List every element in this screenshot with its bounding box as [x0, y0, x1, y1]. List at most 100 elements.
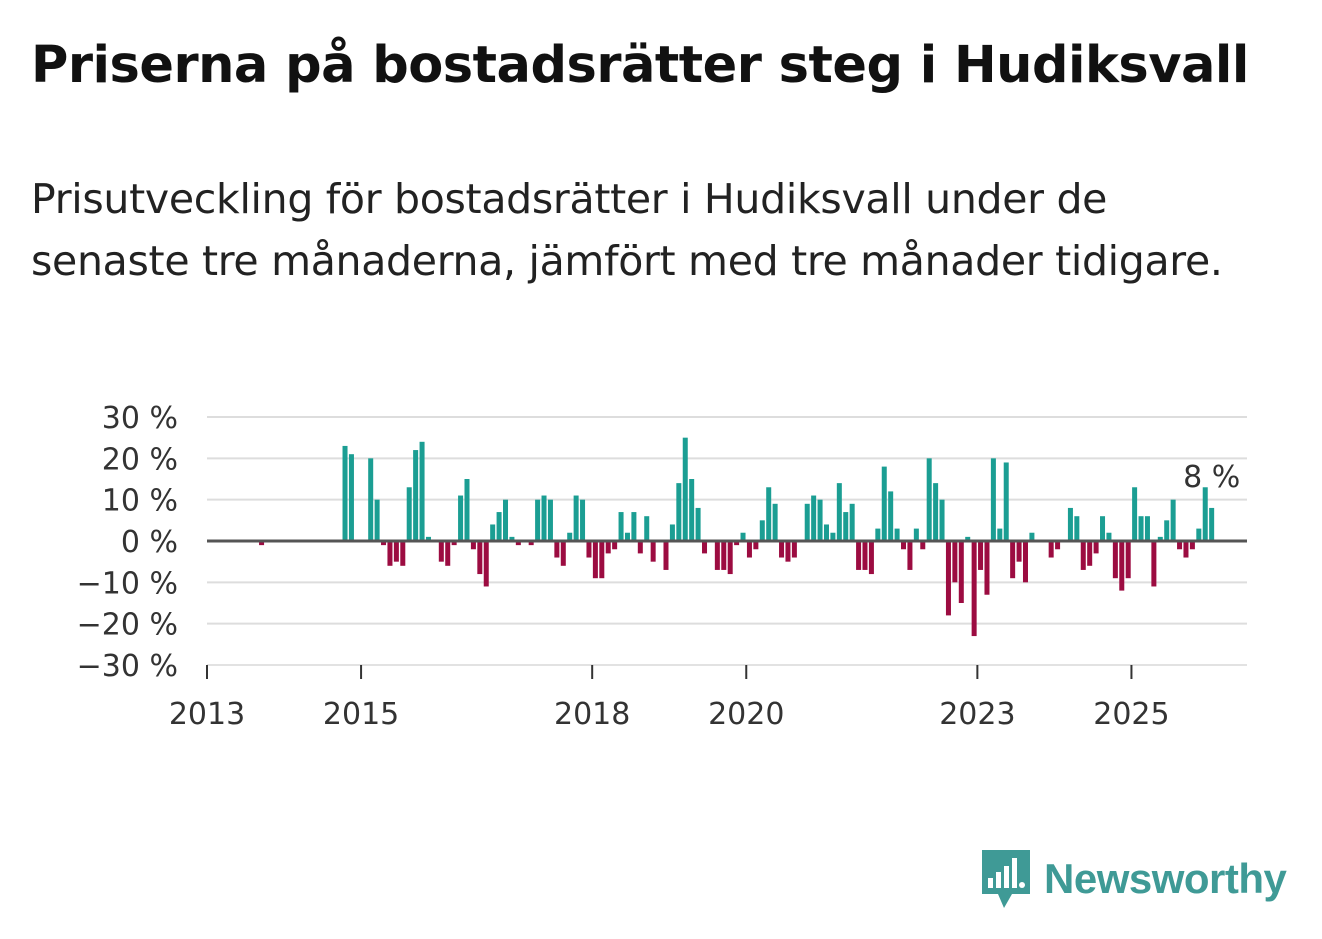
bar — [547, 499, 553, 541]
bar-layer — [259, 437, 1215, 637]
bar — [644, 516, 650, 541]
bar — [766, 487, 772, 541]
bar — [1106, 532, 1112, 541]
bar — [804, 503, 810, 541]
bar — [368, 458, 374, 541]
bar — [458, 495, 464, 541]
x-tick-label: 2020 — [708, 697, 784, 732]
bar — [554, 541, 560, 558]
bar — [535, 499, 541, 541]
last-value-label: 8 % — [1183, 460, 1240, 495]
y-tick-label: 20 % — [102, 442, 178, 477]
bar — [888, 491, 894, 541]
bar — [406, 487, 412, 541]
bar — [1151, 541, 1157, 587]
bar — [419, 441, 425, 541]
bar — [779, 541, 785, 558]
bar — [785, 541, 791, 562]
bar — [849, 503, 855, 541]
bar — [342, 445, 348, 541]
bar — [1048, 541, 1054, 558]
bar — [823, 524, 829, 541]
bar — [470, 541, 476, 550]
bar — [618, 512, 624, 541]
x-tick-label: 2015 — [323, 697, 399, 732]
bar — [348, 454, 354, 541]
bar — [689, 479, 695, 541]
bar — [612, 541, 618, 550]
bar — [496, 512, 502, 541]
bar — [965, 536, 971, 541]
bar — [727, 541, 733, 575]
bar — [830, 532, 836, 541]
bar — [1144, 516, 1150, 541]
bar — [1138, 516, 1144, 541]
bar — [1080, 541, 1086, 570]
bar — [451, 541, 457, 546]
bar — [503, 499, 509, 541]
bar — [1112, 541, 1118, 579]
bar — [413, 450, 419, 541]
bar — [1119, 541, 1125, 591]
bar — [1093, 541, 1099, 554]
bar — [702, 541, 708, 554]
bar — [926, 458, 932, 541]
bar — [381, 541, 387, 546]
bar — [400, 541, 406, 566]
bar — [714, 541, 720, 570]
bar — [817, 499, 823, 541]
bar — [753, 541, 759, 550]
x-tick-label: 2025 — [1093, 697, 1169, 732]
bar — [1029, 532, 1035, 541]
bar — [695, 507, 701, 541]
bar — [676, 483, 682, 541]
y-tick-label: 0 % — [121, 525, 178, 560]
bar — [1016, 541, 1022, 562]
bar — [624, 532, 630, 541]
bar — [567, 532, 573, 541]
bar — [734, 541, 740, 546]
bar — [990, 458, 996, 541]
bar — [843, 512, 849, 541]
bar — [393, 541, 399, 562]
bar-chart: 30 % 20 % 10 % 0 % −10 % −20 % −30 % 2013 2015 20… — [77, 401, 1247, 732]
bar — [984, 541, 990, 595]
bar — [952, 541, 958, 583]
bar — [490, 524, 496, 541]
bar — [1010, 541, 1016, 579]
bar — [1183, 541, 1189, 558]
bar — [958, 541, 964, 603]
newsworthy-logo: Newsworthy — [980, 848, 1287, 910]
bar — [913, 528, 919, 541]
bar — [1170, 499, 1176, 541]
bar — [939, 499, 945, 541]
bar — [907, 541, 913, 570]
bar — [772, 503, 778, 541]
bar — [586, 541, 592, 558]
y-tick-label: −30 % — [77, 649, 178, 684]
bar — [483, 541, 489, 587]
chart-title: Priserna på bostadsrätter steg i Hudiksv… — [31, 36, 1249, 95]
bar — [663, 541, 669, 570]
bar — [945, 541, 951, 616]
bar — [746, 541, 752, 558]
bar — [759, 520, 765, 541]
bar — [1055, 541, 1061, 550]
bar — [515, 541, 521, 546]
bar — [541, 495, 547, 541]
bar — [997, 528, 1003, 541]
bar — [836, 483, 842, 541]
bar — [933, 483, 939, 541]
bar — [868, 541, 874, 575]
bar — [1003, 462, 1009, 541]
bar — [1202, 487, 1208, 541]
bar — [573, 495, 579, 541]
bar — [387, 541, 393, 566]
bar — [1196, 528, 1202, 541]
y-tick-label: 30 % — [102, 401, 178, 436]
bar — [1125, 541, 1131, 579]
bar — [599, 541, 605, 579]
bar — [894, 528, 900, 541]
bar — [259, 541, 265, 546]
bar — [528, 541, 534, 546]
